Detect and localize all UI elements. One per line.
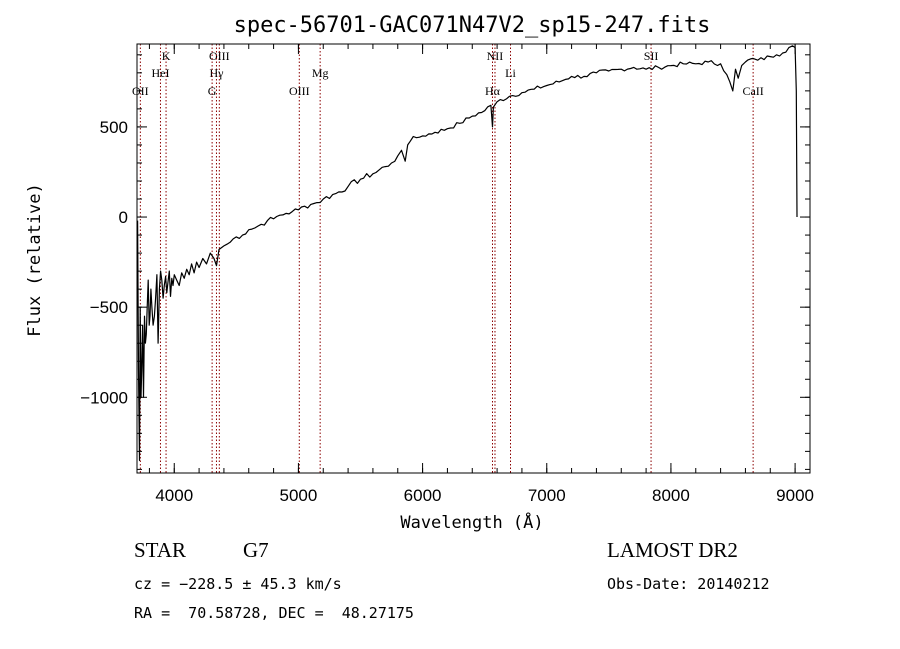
spectral-line-label: HeI — [151, 66, 169, 80]
object-subclass: G7 — [243, 538, 269, 562]
spectral-line-label: CaII — [742, 84, 763, 98]
x-axis-label: Wavelength (Å) — [400, 511, 543, 533]
y-axis-label: Flux (relative) — [25, 183, 45, 337]
spectral-line-label: Hα — [485, 84, 501, 98]
spectral-line-label: OIII — [209, 49, 230, 63]
spectral-line-label: NII — [487, 49, 504, 63]
axis-ticks: 4000 5000 6000 7000 8000 9000 −1000 −500 0 500 — [80, 44, 814, 505]
spectral-line-label: G — [208, 84, 217, 98]
chart-title: spec-56701-GAC071N47V2_sp15-247.fits — [234, 13, 711, 38]
spectral-line-label: SII — [644, 49, 659, 63]
y-tick-label: 500 — [100, 118, 128, 137]
y-tick-label: 0 — [119, 208, 128, 227]
survey-name: LAMOST DR2 — [607, 538, 738, 562]
x-tick-label: 7000 — [528, 486, 566, 505]
x-tick-label: 9000 — [776, 486, 814, 505]
spectrum-series-line — [137, 45, 798, 461]
spectral-line-label: OIII — [289, 84, 310, 98]
x-tick-label: 6000 — [404, 486, 442, 505]
x-tick-label: 8000 — [652, 486, 690, 505]
y-tick-label: −500 — [90, 298, 128, 317]
redshift-text: cz = −228.5 ± 45.3 km/s — [134, 575, 342, 593]
observation-date: Obs-Date: 20140212 — [607, 575, 770, 593]
spectral-line-label: Mg — [312, 66, 329, 80]
plot-frame — [136, 43, 811, 474]
spectral-line-label: K — [162, 49, 171, 63]
coordinates-text: RA = 70.58728, DEC = 48.27175 — [134, 604, 414, 622]
y-tick-label: −1000 — [80, 388, 128, 407]
x-tick-label: 5000 — [280, 486, 318, 505]
spectral-line-label: Hγ — [209, 66, 224, 80]
x-tick-label: 4000 — [155, 486, 193, 505]
spectral-line-label: Li — [505, 66, 516, 80]
object-class: STAR — [134, 538, 186, 562]
